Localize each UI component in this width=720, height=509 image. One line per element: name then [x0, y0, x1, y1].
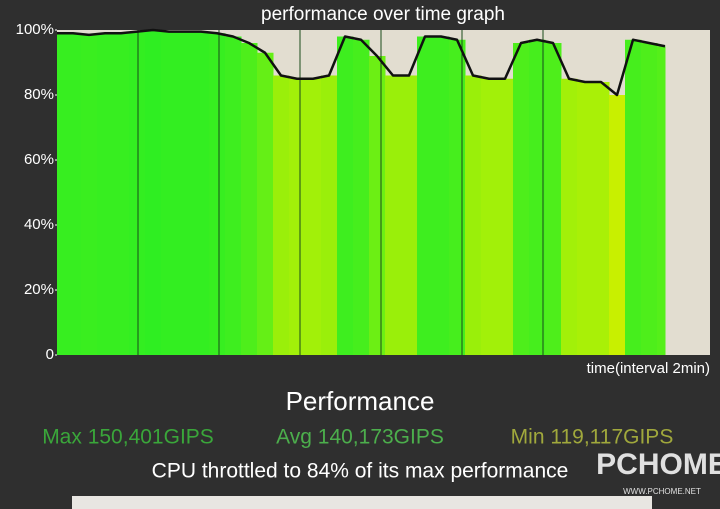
performance-bar: [193, 31, 210, 355]
performance-line: [57, 28, 666, 97]
y-tick-label: 100%: [16, 21, 54, 38]
performance-bar: [177, 31, 194, 355]
performance-bar: [657, 46, 666, 355]
x-axis-label: time(interval 2min): [587, 360, 710, 377]
max-stat: Max 150,401GIPS: [42, 426, 214, 449]
performance-bar: [529, 39, 546, 355]
performance-bar: [593, 82, 610, 355]
performance-bar: [113, 33, 130, 355]
performance-bar: [465, 75, 482, 355]
performance-bar: [321, 75, 338, 355]
performance-bar: [417, 36, 434, 355]
avg-stat: Avg 140,173GIPS: [276, 426, 444, 449]
performance-bar: [561, 78, 578, 355]
performance-bar: [625, 39, 642, 355]
performance-bar: [241, 43, 258, 355]
chart-title: performance over time graph: [261, 4, 505, 25]
y-tick-label: 80%: [24, 86, 54, 103]
performance-bar: [385, 75, 402, 355]
watermark-brand: PCHOME: [596, 448, 720, 481]
performance-bar: [577, 82, 594, 355]
y-tick-label: 40%: [24, 216, 54, 233]
performance-bar: [481, 78, 498, 355]
performance-bar: [369, 56, 386, 355]
performance-bar: [57, 33, 66, 355]
performance-bar: [225, 36, 242, 355]
performance-bar: [97, 33, 114, 355]
performance-bar: [609, 95, 626, 355]
throttle-text: CPU throttled to 84% of its max performa…: [152, 460, 569, 483]
performance-bar: [305, 78, 322, 355]
performance-bar: [129, 31, 146, 355]
performance-bar: [273, 75, 290, 355]
performance-bar: [353, 39, 370, 355]
watermark-url: WWW.PCHOME.NET: [623, 487, 701, 496]
y-tick-label: 0: [46, 346, 54, 363]
performance-bar: [433, 36, 450, 355]
performance-bar: [337, 36, 354, 355]
performance-bar: [209, 33, 226, 355]
image-strip: [72, 496, 652, 509]
performance-bar: [641, 43, 658, 355]
performance-bar: [497, 78, 514, 355]
summary-heading: Performance: [286, 386, 435, 416]
performance-bar: [257, 52, 274, 355]
y-tick-label: 20%: [24, 281, 54, 298]
performance-bar: [145, 30, 162, 355]
performance-bar: [449, 39, 466, 355]
performance-bar: [81, 34, 98, 355]
y-tick-label: 60%: [24, 151, 54, 168]
performance-bar: [545, 43, 562, 355]
performance-bar: [401, 75, 418, 355]
performance-bar: [161, 31, 178, 355]
performance-bar: [289, 78, 306, 355]
min-stat: Min 119,117GIPS: [511, 426, 674, 449]
performance-bar: [513, 43, 530, 355]
performance-bar: [65, 33, 82, 355]
